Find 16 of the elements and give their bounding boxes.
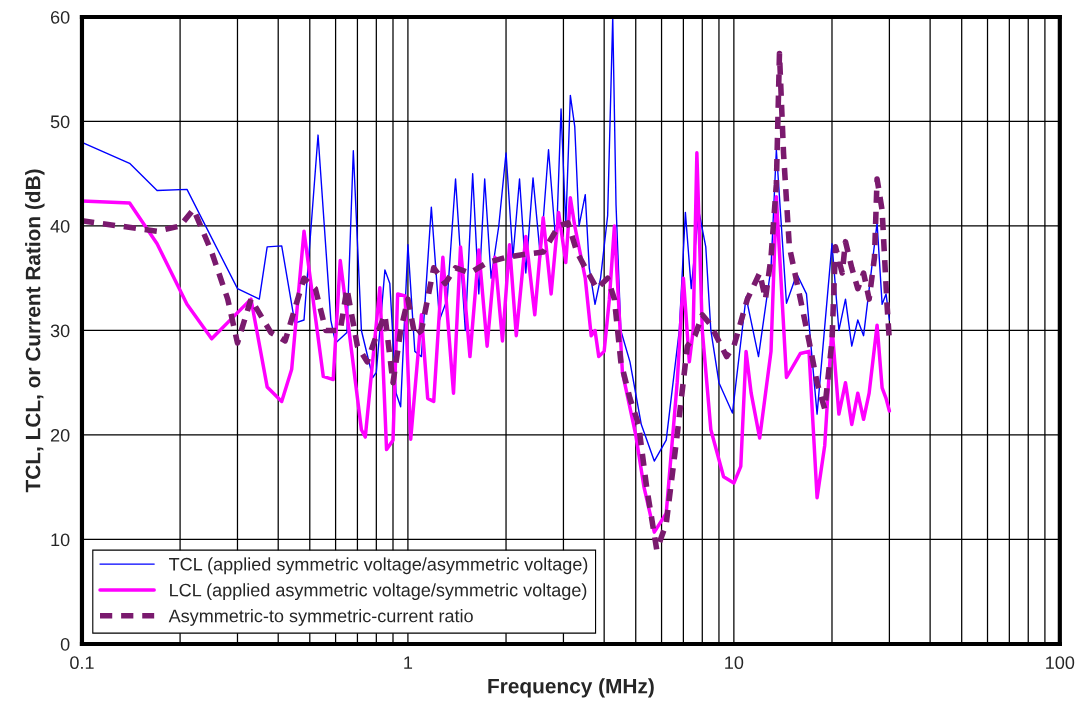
x-axis-title: Frequency (MHz) [488, 678, 654, 698]
x-tick-label: 0.1 [70, 656, 94, 670]
legend-label: Asymmetric-to symmetric-current ratio [168, 609, 473, 626]
y-tick-label: 30 [50, 324, 70, 338]
y-tick-label: 0 [60, 637, 70, 651]
x-tick-label: 100 [1046, 656, 1075, 670]
y-tick-label: 40 [50, 219, 70, 233]
y-tick-label: 50 [50, 115, 70, 129]
y-axis-title: TCL, LCL, or Current Ration (dB) [25, 169, 45, 493]
y-tick-label: 20 [50, 428, 70, 442]
legend-label: LCL (applied asymmetric voltage/symmetric voltage) [170, 583, 587, 601]
y-tick-label: 10 [51, 533, 70, 547]
x-tick-label: 10 [725, 656, 744, 670]
y-tick-label: 60 [50, 10, 70, 24]
legend-label: TCL (applied symmetric voltage/asymmetric voltage) [169, 557, 588, 575]
x-tick-label: 1 [404, 656, 413, 669]
